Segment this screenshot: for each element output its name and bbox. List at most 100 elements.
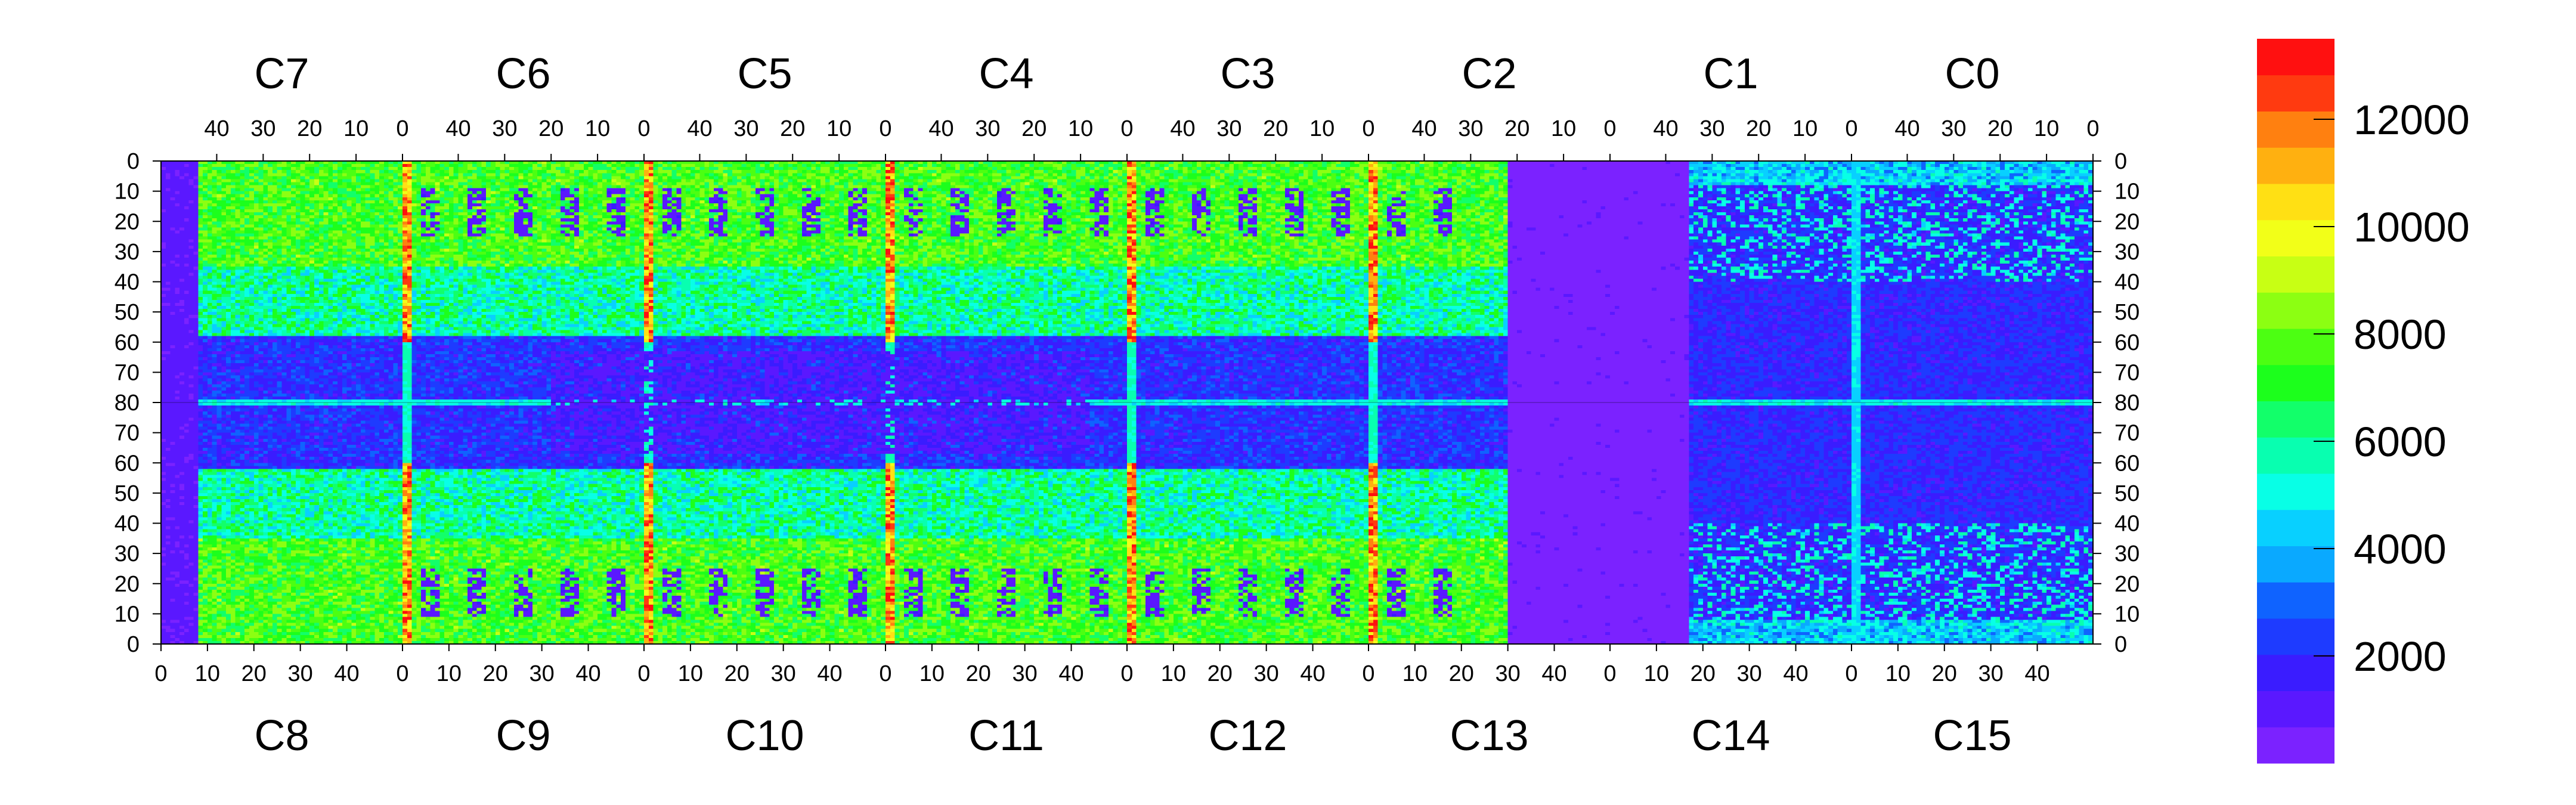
top-tick-label: 20 (1987, 116, 2012, 141)
colorbar-segment (2257, 364, 2334, 401)
top-tick-label: 0 (1362, 116, 1374, 141)
bottom-tick-label: 10 (1644, 661, 1669, 686)
right-tick-label: 70 (2114, 360, 2140, 385)
colorbar-segment (2257, 437, 2334, 474)
bottom-tick-label: 40 (1300, 661, 1325, 686)
top-tick-label: 0 (1603, 116, 1616, 141)
bottom-tick-label: 30 (288, 661, 313, 686)
bottom-tick-label: 10 (1161, 661, 1186, 686)
colorbar-segment (2257, 727, 2334, 764)
left-y-axis: 0 10 20 30 40 50 60 70 80 70 60 50 40 30 20 10 0 (114, 149, 161, 657)
right-tick-label: 20 (2114, 572, 2140, 597)
top-tick-label: 30 (1216, 116, 1241, 141)
colorbar-tick-label: 8000 (2354, 311, 2447, 358)
top-tick-label: 0 (1845, 116, 1857, 141)
right-tick-label: 40 (2114, 512, 2140, 537)
left-tick-label: 80 (114, 391, 140, 416)
colorbar-segment (2257, 582, 2334, 619)
chip-label-c10: C10 (725, 712, 804, 760)
colorbar-segment (2257, 111, 2334, 148)
bottom-tick-label: 40 (2024, 661, 2049, 686)
top-tick-label: 10 (1309, 116, 1335, 141)
bottom-tick-label: 0 (1120, 661, 1133, 686)
bottom-tick-label: 20 (1932, 661, 1957, 686)
bottom-tick-label: 0 (637, 661, 650, 686)
top-tick-label: 0 (396, 116, 408, 141)
right-y-axis: 0 10 20 30 40 50 60 70 80 70 60 50 40 30 20 10 0 (2093, 149, 2140, 657)
bottom-tick-label: 40 (334, 661, 359, 686)
colorbar-segment (2257, 75, 2334, 112)
top-tick-label: 20 (780, 116, 805, 141)
bottom-tick-label: 40 (1058, 661, 1083, 686)
bottom-tick-label: 30 (530, 661, 555, 686)
bottom-tick-label: 10 (195, 661, 220, 686)
chip-label-c12: C12 (1208, 712, 1287, 760)
colorbar-segment (2257, 691, 2334, 727)
colorbar-tick-label: 2000 (2354, 633, 2447, 680)
colorbar-segment (2257, 292, 2334, 329)
plot-area (160, 160, 2094, 645)
colorbar-tick-label: 6000 (2354, 419, 2447, 465)
top-tick-label: 10 (585, 116, 610, 141)
right-tick-label: 40 (2114, 270, 2140, 295)
top-tick-label: 20 (1263, 116, 1288, 141)
bottom-tick-label: 40 (817, 661, 842, 686)
top-tick-label: 30 (250, 116, 275, 141)
bottom-tick-label: 40 (1541, 661, 1566, 686)
chip-label-c5: C5 (737, 50, 792, 98)
right-tick-label: 20 (2114, 209, 2140, 234)
top-tick-label: 10 (1068, 116, 1093, 141)
left-tick-label: 60 (114, 330, 140, 355)
right-tick-label: 10 (2114, 602, 2140, 627)
chip-label-c7: C7 (254, 50, 309, 98)
colorbar-segment (2257, 654, 2334, 691)
chip-labels-top: C7 C6 C5 C4 C3 C2 C1 C0 (254, 50, 1999, 98)
right-tick-label: 0 (2114, 149, 2127, 174)
top-tick-label: 0 (879, 116, 891, 141)
left-tick-label: 20 (114, 209, 140, 234)
top-tick-label: 30 (975, 116, 1000, 141)
chip-label-c15: C15 (1933, 712, 2011, 760)
colorbar-segment (2257, 256, 2334, 293)
top-tick-label: 10 (1792, 116, 1818, 141)
bottom-tick-label: 0 (396, 661, 408, 686)
bottom-tick-label: 10 (678, 661, 703, 686)
top-tick-label: 30 (1458, 116, 1483, 141)
chip-label-c14: C14 (1691, 712, 1770, 760)
right-tick-label: 70 (2114, 421, 2140, 446)
top-tick-label: 40 (1653, 116, 1678, 141)
chip-label-c13: C13 (1450, 712, 1528, 760)
bottom-tick-label: 10 (919, 661, 945, 686)
chip-label-c11: C11 (968, 712, 1044, 760)
bottom-tick-label: 30 (1737, 661, 1762, 686)
bottom-tick-label: 30 (1013, 661, 1038, 686)
top-tick-label: 30 (733, 116, 758, 141)
top-tick-label: 0 (1120, 116, 1133, 141)
left-tick-label: 70 (114, 360, 140, 385)
left-tick-label: 50 (114, 300, 140, 325)
chip-label-c6: C6 (496, 50, 550, 98)
right-tick-label: 60 (2114, 451, 2140, 476)
heatmap-cells (161, 161, 2093, 644)
left-tick-label: 0 (127, 149, 140, 174)
top-tick-label: 10 (343, 116, 369, 141)
bottom-tick-label: 20 (966, 661, 991, 686)
colorbar-segment (2257, 39, 2334, 76)
right-tick-label: 60 (2114, 330, 2140, 355)
left-tick-label: 10 (114, 602, 140, 627)
chip-label-c1: C1 (1703, 50, 1758, 98)
bottom-tick-label: 10 (1885, 661, 1911, 686)
colorbar-segment (2257, 509, 2334, 546)
bottom-tick-label: 20 (242, 661, 267, 686)
left-tick-label: 40 (114, 512, 140, 537)
bottom-tick-label: 0 (1845, 661, 1857, 686)
colorbar-tick-label: 12000 (2354, 97, 2470, 143)
left-tick-label: 30 (114, 240, 140, 265)
left-tick-label: 70 (114, 421, 140, 446)
top-x-axis: 40 30 20 10 0 40 30 20 10 0 40 30 20 10 0 40 30 20 10 0 40 30… (204, 116, 2100, 161)
bottom-tick-label: 0 (1362, 661, 1374, 686)
bottom-tick-label: 20 (724, 661, 750, 686)
right-tick-label: 80 (2114, 391, 2140, 416)
colorbar-segment (2257, 401, 2334, 438)
